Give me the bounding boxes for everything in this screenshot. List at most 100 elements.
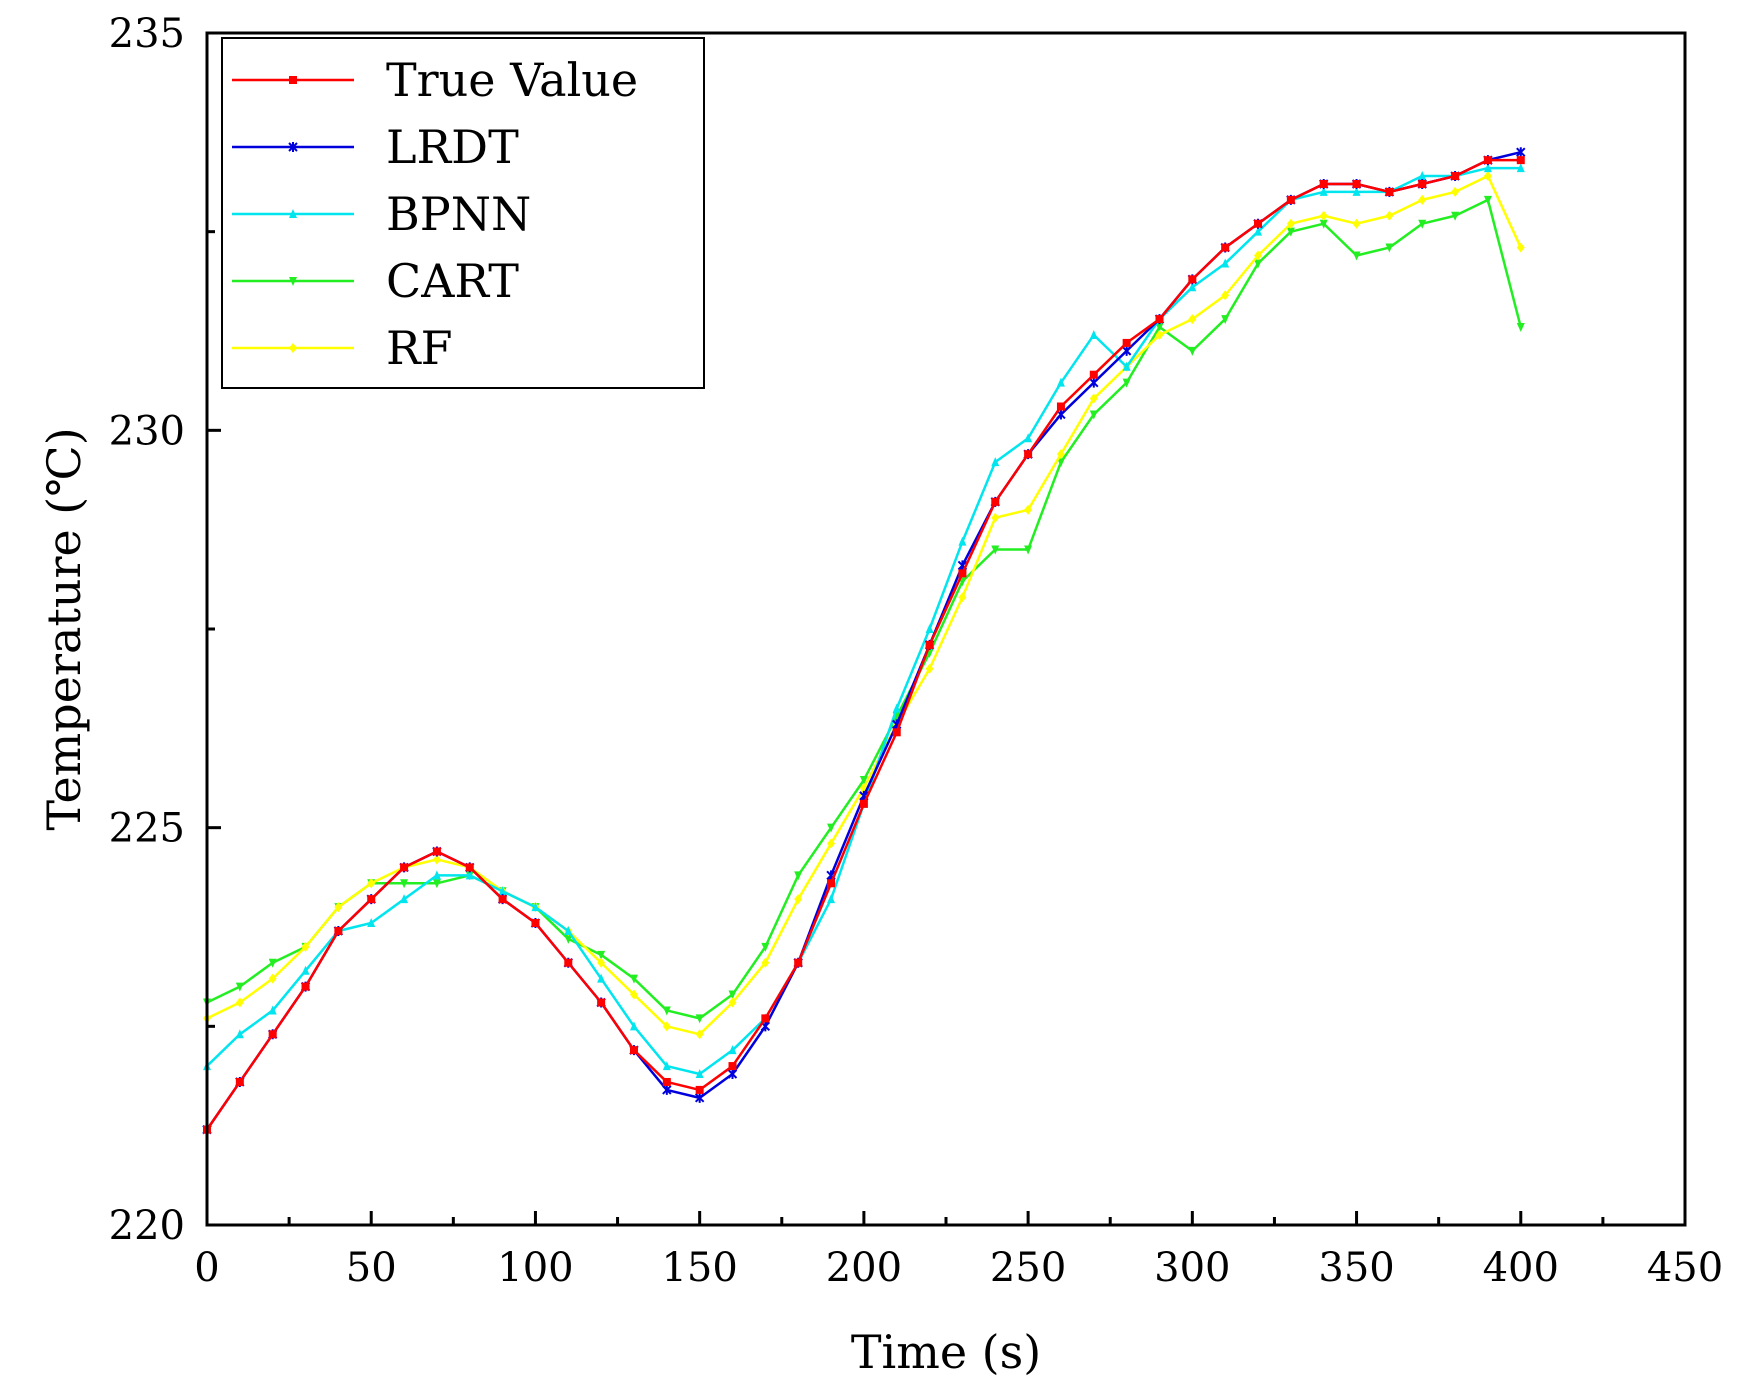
data-point-cart: [794, 871, 803, 881]
data-point-true-value: [1024, 450, 1033, 459]
data-point-rf: [334, 902, 343, 913]
legend-label-cart: CART: [386, 254, 519, 308]
data-point-true-value: [761, 1014, 770, 1023]
data-point-true-value: [925, 640, 934, 649]
data-point-rf: [597, 957, 606, 968]
data-point-cart: [400, 879, 409, 889]
data-point-rf: [1254, 250, 1263, 261]
data-point-true-value: [629, 1046, 638, 1055]
data-point-cart: [1418, 219, 1427, 229]
data-point-rf: [958, 592, 967, 603]
data-point-true-value: [1155, 315, 1164, 324]
data-point-true-value: [1352, 179, 1361, 188]
data-point-rf: [1286, 218, 1295, 229]
data-point-cart: [1451, 211, 1460, 221]
data-point-rf: [1221, 290, 1230, 301]
legend-marker-cart: [289, 277, 297, 286]
legend-item-cart: CART: [232, 254, 519, 308]
data-point-rf: [268, 973, 277, 984]
data-point-true-value: [1451, 172, 1460, 181]
data-point-true-value: [662, 1077, 671, 1086]
data-point-rf: [1418, 194, 1427, 205]
x-tick-label: 350: [1318, 1245, 1394, 1291]
data-point-cart: [1352, 251, 1361, 261]
data-point-cart: [268, 958, 277, 968]
data-point-bpnn: [1418, 171, 1427, 181]
data-point-cart: [235, 982, 244, 992]
data-point-bpnn: [1352, 186, 1361, 196]
x-tick-label: 100: [497, 1245, 573, 1291]
data-point-bpnn: [465, 870, 474, 880]
legend-label-lrdt: LRDT: [386, 120, 519, 174]
data-point-rf: [695, 1029, 704, 1040]
x-tick-label: 0: [194, 1245, 219, 1291]
data-point-true-value: [400, 863, 409, 872]
data-point-true-value: [1188, 275, 1197, 284]
data-point-rf: [1024, 504, 1033, 515]
legend: True Value LRDT BPNN CART RF: [221, 37, 705, 389]
data-point-cart: [1188, 346, 1197, 356]
data-point-true-value: [1385, 187, 1394, 196]
data-point-bpnn: [925, 624, 934, 633]
data-point-rf: [1451, 186, 1460, 197]
data-point-cart: [1516, 323, 1525, 333]
data-point-cart: [728, 990, 737, 1000]
data-point-cart: [1286, 227, 1295, 237]
data-point-lrdt: [662, 1084, 672, 1095]
data-point-bpnn: [958, 536, 967, 546]
data-point-cart: [1024, 545, 1033, 555]
legend-item-lrdt: LRDT: [232, 120, 519, 174]
data-point-bpnn: [1056, 377, 1065, 387]
data-point-true-value: [695, 1085, 704, 1094]
data-point-bpnn: [1024, 433, 1033, 443]
data-point-rf: [662, 1021, 671, 1032]
data-point-bpnn: [662, 1061, 671, 1071]
data-point-true-value: [597, 998, 606, 1007]
data-point-rf: [761, 957, 770, 968]
series-layer: [202, 147, 1526, 1135]
data-point-bpnn: [1319, 186, 1328, 196]
data-point-lrdt: [1121, 345, 1132, 356]
x-tick-label: 300: [1154, 1245, 1230, 1291]
data-point-cart: [629, 974, 638, 984]
data-point-cart: [859, 775, 868, 785]
data-point-bpnn: [597, 973, 606, 983]
data-point-rf: [235, 997, 244, 1008]
data-point-rf: [432, 854, 441, 865]
data-point-true-value: [991, 497, 1000, 506]
legend-label-bpnn: BPNN: [386, 187, 531, 241]
legend-item-true-value: True Value: [232, 53, 638, 107]
data-point-true-value: [531, 919, 540, 928]
data-point-cart: [827, 823, 836, 833]
data-point-bpnn: [564, 925, 573, 935]
y-axis-title: Temperature (℃): [37, 427, 91, 830]
data-point-true-value: [367, 895, 376, 904]
data-point-true-value: [794, 958, 803, 967]
data-point-rf: [794, 894, 803, 905]
x-tick-label: 50: [346, 1245, 397, 1291]
data-point-cart: [662, 1006, 671, 1016]
data-point-true-value: [1286, 195, 1295, 204]
data-point-cart: [564, 934, 573, 944]
legend-label-rf: RF: [386, 321, 453, 375]
data-point-bpnn: [991, 457, 1000, 467]
data-point-bpnn: [728, 1045, 737, 1055]
data-point-true-value: [1089, 370, 1098, 379]
data-point-rf: [1155, 329, 1164, 340]
data-point-bpnn: [629, 1021, 638, 1031]
data-point-true-value: [498, 895, 507, 904]
data-point-cart: [1221, 315, 1230, 325]
data-point-rf: [728, 997, 737, 1008]
data-point-true-value: [334, 926, 343, 935]
data-point-bpnn: [1483, 163, 1492, 173]
legend-item-bpnn: BPNN: [232, 187, 531, 241]
data-point-cart: [1089, 410, 1098, 420]
data-point-true-value: [432, 847, 441, 856]
data-point-bpnn: [1122, 361, 1131, 371]
data-point-cart: [761, 942, 770, 952]
data-point-rf: [1352, 218, 1361, 229]
data-point-lrdt: [1516, 147, 1526, 158]
legend-marker-rf: [289, 343, 297, 353]
legend-label-true-value: True Value: [386, 53, 638, 107]
